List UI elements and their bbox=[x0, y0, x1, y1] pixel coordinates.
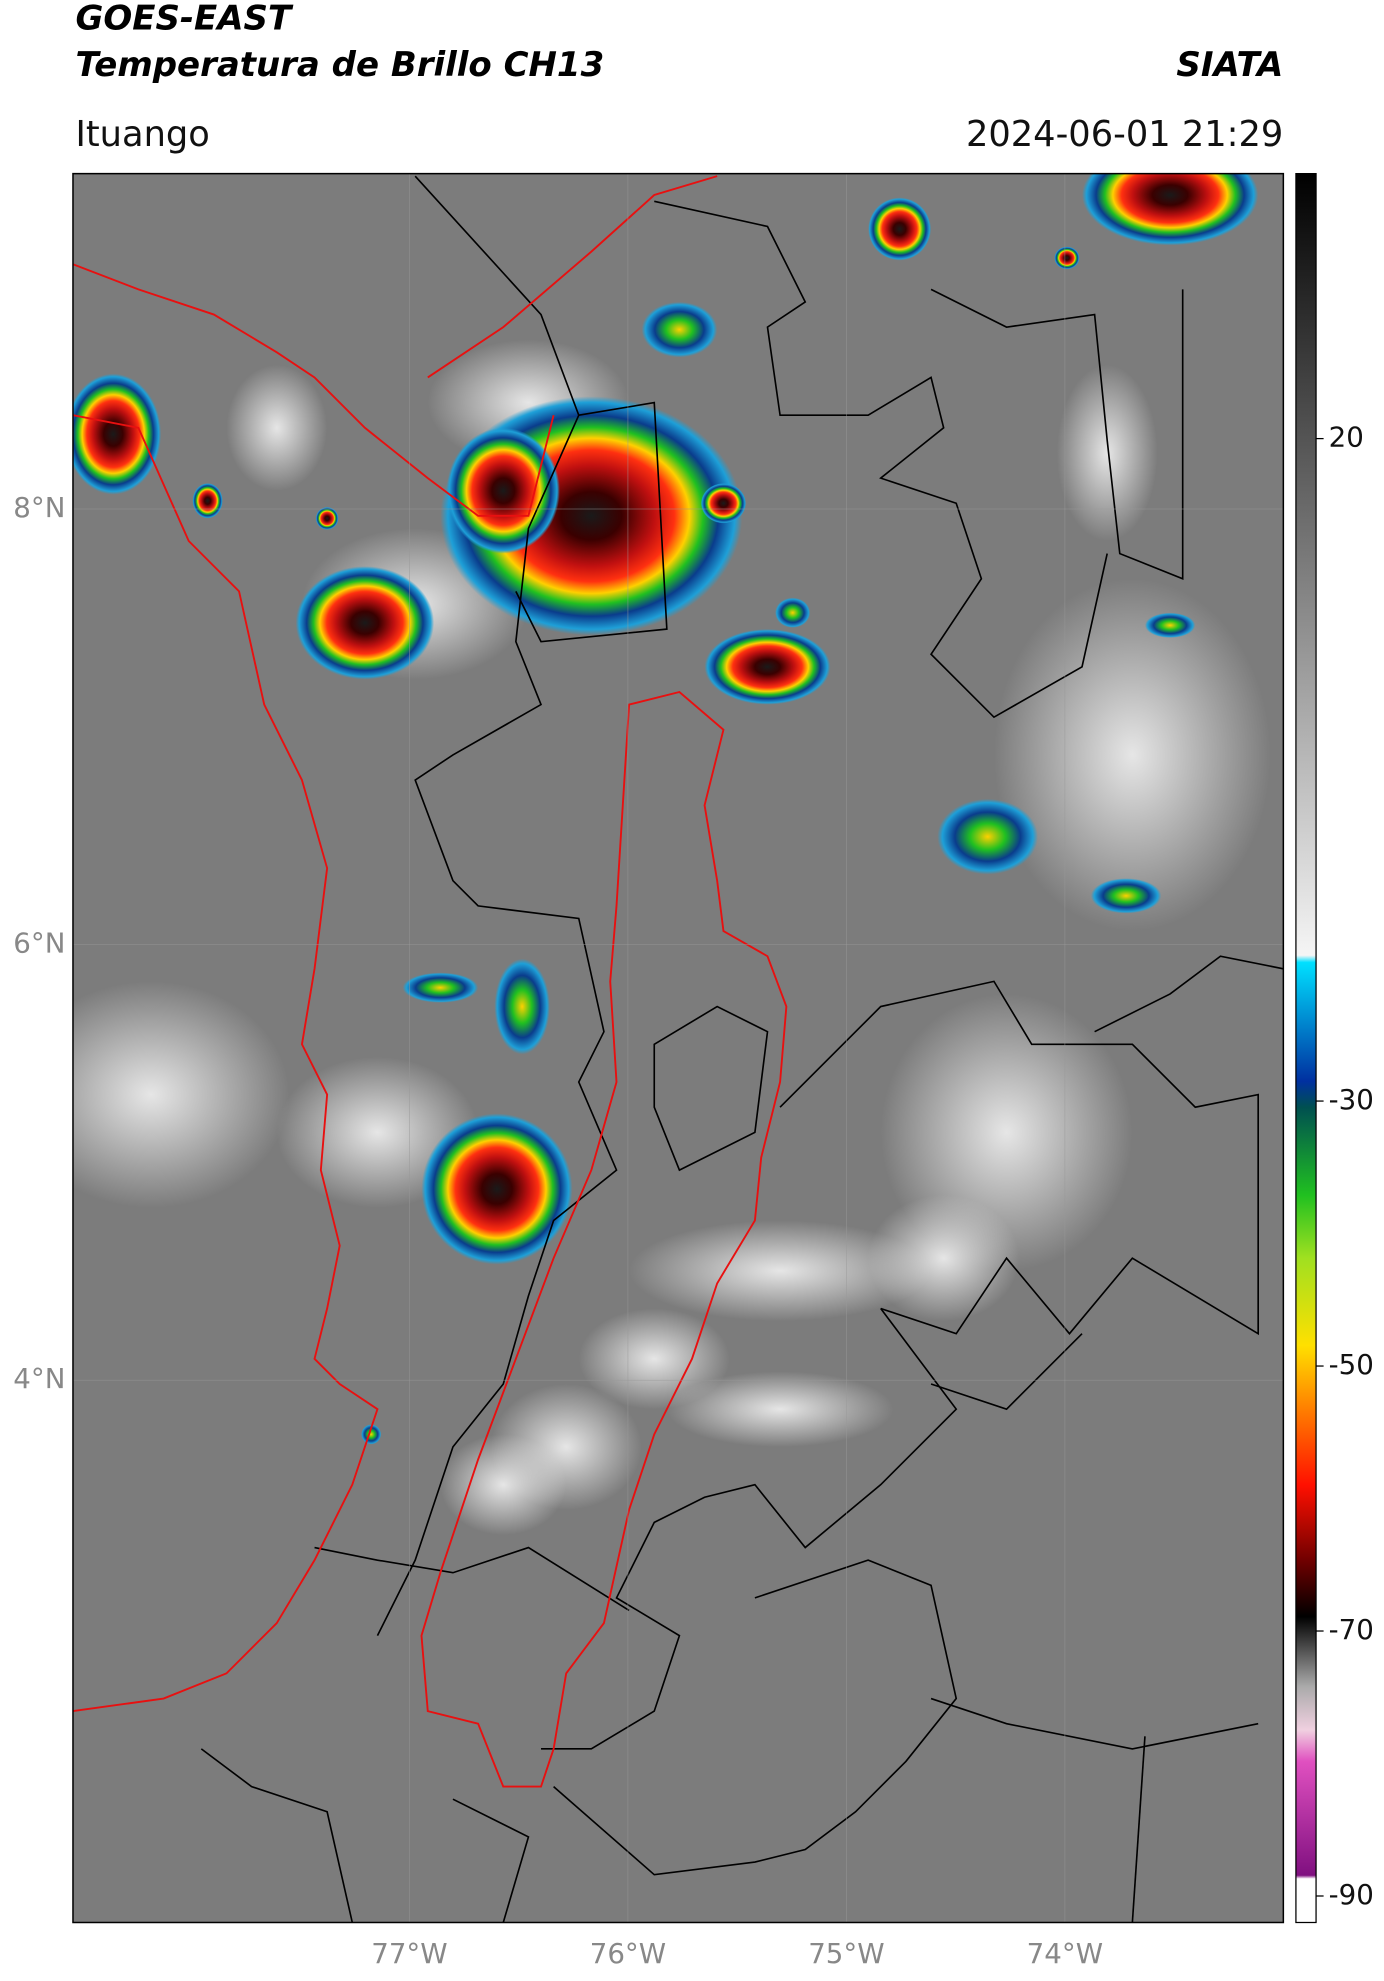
cloud bbox=[1056, 364, 1158, 542]
convective-cell bbox=[704, 629, 831, 705]
location: Ituango bbox=[75, 114, 209, 155]
convective-cell bbox=[402, 972, 479, 1003]
convective-cell bbox=[1144, 612, 1196, 638]
cloud bbox=[993, 578, 1271, 932]
cloud bbox=[666, 1371, 894, 1447]
subtitle: Temperatura de Brillo CH13 bbox=[75, 45, 604, 85]
colorbar-tick-label: -30 bbox=[1329, 1083, 1374, 1116]
convective-cell bbox=[937, 798, 1038, 875]
x-tick-label: 74°W bbox=[1027, 1937, 1103, 1970]
convective-cell bbox=[1082, 173, 1259, 246]
storm-cells bbox=[72, 173, 1259, 1445]
x-tick-label: 76°W bbox=[590, 1937, 666, 1970]
cloud bbox=[440, 1434, 567, 1535]
y-tick-label: 8°N bbox=[13, 491, 65, 524]
convective-cell bbox=[361, 1424, 382, 1445]
x-tick-label: 75°W bbox=[808, 1937, 884, 1970]
x-tick-label: 77°W bbox=[371, 1937, 447, 1970]
colorbar-tick-label: -50 bbox=[1329, 1348, 1374, 1381]
axes: 77°W 76°W 75°W 74°W 8°N 6°N 4°N 20 -30 -50 -70 -90 bbox=[13, 421, 1374, 1971]
y-tick-label: 4°N bbox=[13, 1362, 65, 1395]
coastline-and-basin bbox=[72, 175, 788, 1788]
convective-cell bbox=[295, 566, 435, 680]
plot-frame bbox=[72, 172, 1285, 1924]
graticule bbox=[72, 173, 1284, 1923]
convective-cell bbox=[494, 958, 550, 1055]
convective-cell bbox=[641, 301, 718, 358]
cloud bbox=[578, 1308, 730, 1410]
colorbar-tick-label: -90 bbox=[1329, 1878, 1374, 1911]
convective-cell bbox=[1054, 246, 1080, 270]
convective-cell bbox=[775, 597, 811, 628]
map bbox=[72, 173, 1284, 1923]
timestamp: 2024-06-01 21:29 bbox=[966, 114, 1283, 155]
cloud bbox=[226, 364, 328, 491]
colorbar-tick-label: 20 bbox=[1329, 421, 1364, 454]
convective-cell bbox=[192, 483, 223, 519]
convective-cell bbox=[315, 507, 339, 530]
cloud bbox=[72, 981, 290, 1208]
cloud bbox=[629, 1220, 932, 1322]
convective-cell bbox=[1090, 878, 1162, 914]
convective-cell bbox=[868, 197, 932, 261]
title: GOES-EAST bbox=[75, 0, 293, 39]
colorbar-tick-label: -70 bbox=[1329, 1613, 1374, 1646]
y-tick-label: 6°N bbox=[13, 927, 65, 960]
admin-borders bbox=[200, 175, 1284, 1923]
source: SIATA bbox=[1176, 45, 1283, 85]
convective-cell bbox=[700, 483, 747, 524]
convective-cell bbox=[421, 1113, 573, 1265]
convective-cell bbox=[446, 427, 560, 554]
colorbar bbox=[1295, 172, 1317, 1924]
convective-cell bbox=[72, 373, 162, 495]
